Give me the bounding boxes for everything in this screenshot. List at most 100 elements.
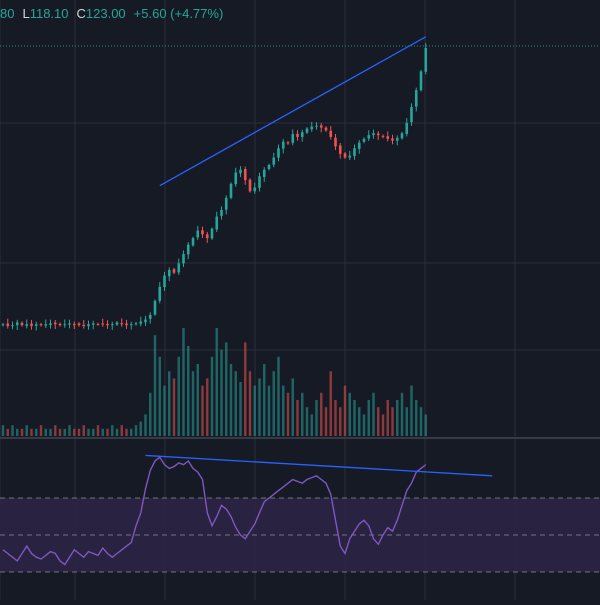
candle-body — [115, 322, 119, 325]
volume-bar — [191, 371, 195, 436]
volume-bar — [296, 400, 299, 436]
volume-bar — [168, 371, 171, 436]
candle-body — [25, 324, 29, 326]
volume-bar — [201, 385, 204, 436]
candle-body — [319, 125, 323, 128]
volume-bar — [415, 400, 418, 436]
upper-trendline[interactable] — [159, 36, 427, 187]
volume-bar — [130, 428, 133, 436]
volume-bar — [405, 407, 408, 436]
candle-body — [334, 137, 337, 147]
candle-body — [20, 322, 24, 326]
candle-body — [201, 230, 204, 235]
volume-bar — [315, 400, 318, 436]
candle-body — [153, 300, 157, 315]
candle-body — [44, 324, 48, 326]
candle-body — [1, 324, 5, 326]
volume-bar — [334, 400, 337, 436]
volume-bar — [282, 385, 285, 436]
candle-body — [243, 168, 247, 181]
candle-body — [120, 323, 124, 325]
candle-body — [91, 323, 95, 325]
candle-body — [224, 197, 228, 210]
candle-body — [72, 324, 76, 326]
close-label: C — [76, 5, 86, 21]
volume-bar — [20, 428, 24, 436]
volume-bar — [210, 356, 214, 436]
candle-body — [96, 324, 100, 326]
volume-bar — [11, 425, 14, 436]
candle-body — [39, 324, 43, 326]
volume-bar — [372, 392, 375, 436]
candle-body — [353, 148, 356, 157]
candle-body — [310, 126, 314, 130]
candle-body — [291, 134, 295, 143]
volume-bar — [68, 425, 71, 436]
candle-body — [144, 319, 147, 323]
volume-bar — [310, 414, 313, 436]
candle-body — [158, 286, 162, 301]
volume-bar — [134, 425, 138, 436]
volume-bar — [177, 356, 180, 436]
candle-body — [186, 244, 190, 255]
volume-bar — [239, 382, 242, 436]
volume-bar — [77, 428, 81, 436]
change-value: +5.60 (+4.77%) — [133, 5, 224, 21]
volume-bar — [92, 428, 95, 436]
candlesticks[interactable] — [1, 43, 428, 331]
volume-bar — [182, 328, 185, 436]
candle-body — [253, 187, 257, 192]
volume-bar — [39, 425, 43, 436]
candle-body — [248, 179, 252, 192]
volume-bar — [424, 414, 427, 436]
rsi-guide-lines — [0, 497, 600, 573]
volume-bar — [410, 385, 413, 436]
candle-body — [277, 148, 280, 158]
candle-body — [324, 127, 328, 131]
candle-body — [210, 228, 214, 239]
volume-bar — [343, 385, 347, 436]
volume-bar — [196, 364, 199, 436]
volume-bar — [215, 328, 218, 436]
volume-bar — [35, 428, 38, 436]
volume-bar — [419, 407, 423, 436]
volume-bar — [16, 428, 19, 436]
volume-bar — [125, 428, 128, 436]
candle-body — [424, 48, 428, 72]
volume-bar — [6, 428, 9, 436]
candle-body — [125, 323, 128, 326]
volume-bar — [225, 342, 228, 436]
volume-bar — [153, 335, 157, 436]
candle-body — [15, 322, 19, 326]
volume-bar — [111, 425, 114, 436]
candle-body — [6, 323, 10, 327]
volume-bar — [87, 428, 90, 436]
candle-body — [348, 155, 352, 158]
candle-body — [272, 157, 276, 165]
rsi-line — [2, 456, 427, 566]
rsi-trendline[interactable] — [145, 454, 493, 477]
candle-body — [34, 324, 38, 326]
candle-body — [405, 122, 409, 134]
candle-body — [101, 323, 105, 325]
volume-bar — [324, 407, 328, 436]
volume-bar — [82, 425, 85, 436]
volume-bar — [63, 428, 66, 436]
volume-bar — [58, 428, 62, 436]
candle-body — [191, 238, 195, 246]
candle-body — [258, 176, 261, 188]
candle-body — [338, 145, 342, 154]
volume-bar — [277, 356, 280, 436]
low-value: 118.10 — [29, 5, 69, 21]
candle-body — [196, 230, 200, 238]
volume-bar — [187, 346, 190, 436]
candle-body — [357, 142, 361, 149]
candle-body — [106, 323, 109, 326]
volume-bar — [30, 428, 33, 436]
candle-body — [391, 138, 394, 141]
volume-bar — [163, 385, 166, 436]
ohlc-legend: 80 L118.10 C123.00 +5.60 (+4.77%) — [0, 0, 223, 26]
